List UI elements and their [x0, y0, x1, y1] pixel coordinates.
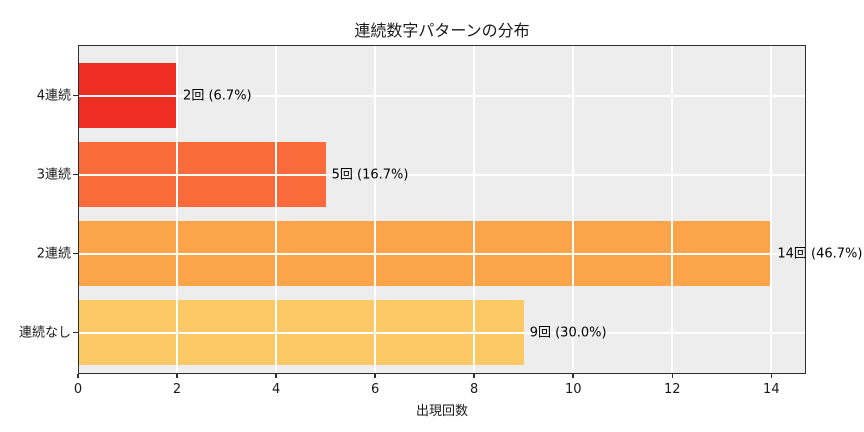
- x-tick-mark: [770, 374, 773, 378]
- grid-line-horizontal: [78, 331, 806, 334]
- x-tick-label: 0: [73, 382, 83, 397]
- y-tick-mark: [73, 252, 78, 255]
- x-tick-mark: [671, 374, 674, 378]
- x-tick-label: 2: [172, 382, 182, 397]
- grid-line-horizontal: [78, 252, 806, 255]
- bar-value-label: 9回 (30.0%): [529, 325, 607, 340]
- chart-title: 連続数字パターンの分布: [354, 21, 530, 40]
- x-tick-mark: [374, 374, 376, 378]
- x-tick-label: 8: [470, 382, 479, 397]
- x-tick-label: 6: [371, 382, 380, 397]
- y-tick-mark: [73, 94, 78, 97]
- x-axis-label: 出現回数: [415, 404, 468, 419]
- grid-line-vertical: [275, 45, 278, 374]
- grid-line-horizontal: [78, 94, 806, 97]
- plot-area: 2回 (6.7%) 5回 (16.7%) 14回 (46.7%) 9回 (30.0%): [78, 45, 862, 374]
- x-tick-mark: [77, 374, 79, 378]
- x-tick-label: 12: [664, 382, 681, 397]
- x-tick-label: 10: [564, 382, 582, 397]
- y-tick-label: 連続なし: [18, 325, 71, 340]
- x-tick-mark: [572, 374, 574, 378]
- y-tick-label: 3連続: [36, 167, 71, 182]
- y-tick-label: 4連続: [36, 88, 71, 103]
- x-tick-mark: [176, 374, 178, 378]
- grid-line-horizontal: [78, 173, 806, 176]
- x-tick-mark: [473, 374, 475, 378]
- bar-value-label: 2回 (6.7%): [183, 88, 252, 103]
- x-tick-mark: [275, 374, 277, 378]
- grid-line-vertical: [374, 45, 377, 374]
- grid-line-vertical: [671, 45, 674, 374]
- grid-line-vertical: [473, 45, 476, 374]
- grid-line-vertical: [572, 45, 575, 374]
- grid-line-vertical: [770, 45, 773, 374]
- bar-value-label: 14回 (46.7%): [777, 246, 863, 261]
- y-tick-mark: [73, 173, 78, 176]
- x-tick-label: 4: [271, 382, 281, 397]
- bar-value-label: 5回 (16.7%): [331, 167, 409, 182]
- y-tick-mark: [73, 331, 78, 334]
- y-tick-label: 2連続: [36, 246, 71, 261]
- grid-line-vertical: [176, 45, 179, 374]
- x-tick-label: 14: [763, 382, 780, 397]
